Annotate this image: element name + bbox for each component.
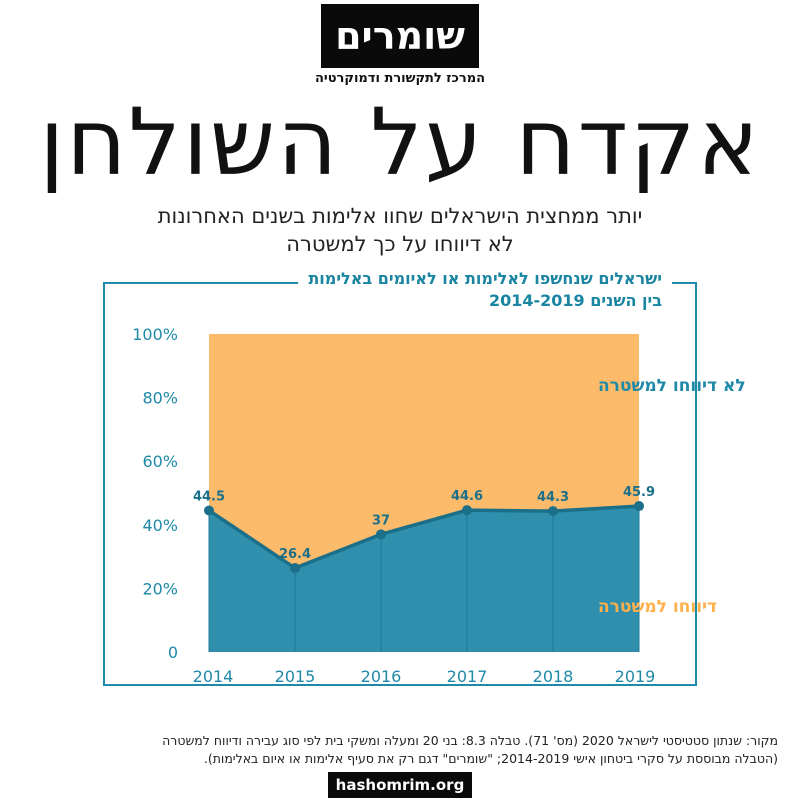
page-title: אקדח על השולחן xyxy=(39,89,761,196)
source-line-1: מקור: שנתון סטטיסטי לישראל 2020 (מס' 71)… xyxy=(162,733,778,748)
logo: שומרים xyxy=(321,4,479,68)
subtitle-line-1: יותר ממחצית הישראלים שחוו אלימות בשנים ה… xyxy=(157,204,643,228)
data-point xyxy=(204,505,214,516)
data-label: 37 xyxy=(372,513,390,528)
data-point xyxy=(634,501,644,512)
chart-title-line-1: ישראלים שנחשפו לאלימות או לאיומים באלימו… xyxy=(308,269,662,288)
y-tick-label: 60% xyxy=(142,452,178,471)
data-point xyxy=(462,505,472,516)
website-url: hashomrim.org xyxy=(328,772,472,798)
x-tick-label: 2018 xyxy=(533,667,574,686)
chart-title-line-2: בין השנים 2014-2019 xyxy=(488,291,662,310)
x-tick-label: 2019 xyxy=(615,667,656,686)
data-point xyxy=(376,529,386,540)
y-tick-label: 100% xyxy=(132,325,178,344)
page-subtitle: יותר ממחצית הישראלים שחוו אלימות בשנים ה… xyxy=(60,202,740,258)
data-label: 44.6 xyxy=(451,489,483,504)
chart-title: ישראלים שנחשפו לאלימות או לאיומים באלימו… xyxy=(298,268,672,312)
data-label: 26.4 xyxy=(279,547,311,562)
area-reported xyxy=(209,506,639,652)
y-tick-label: 20% xyxy=(142,579,178,598)
series-label-not-reported: לא דיווחו למשטרה xyxy=(598,376,746,396)
x-tick-label: 2017 xyxy=(447,667,488,686)
y-tick-label: 80% xyxy=(142,389,178,408)
data-label: 44.3 xyxy=(537,490,569,505)
x-tick-label: 2015 xyxy=(275,667,316,686)
subtitle-line-2: לא דיווחו על כך למשטרה xyxy=(286,232,514,256)
source-note: מקור: שנתון סטטיסטי לישראל 2020 (מס' 71)… xyxy=(40,732,778,768)
data-point xyxy=(548,506,558,517)
y-tick-label: 40% xyxy=(142,516,178,535)
data-point xyxy=(290,563,300,574)
x-tick-label: 2016 xyxy=(361,667,402,686)
logo-name: שומרים xyxy=(335,14,465,58)
source-line-2: (הטבלה מבוססת על סקרי ביטחון אישי 2014-2… xyxy=(203,751,778,766)
x-tick-label: 2014 xyxy=(193,667,234,686)
logo-tagline: המרכז לתקשורת ודמוקרטיה xyxy=(314,71,486,86)
series-line-reported xyxy=(208,504,640,571)
y-tick-label: 0 xyxy=(168,643,178,662)
data-label: 45.9 xyxy=(623,485,655,500)
data-label: 44.5 xyxy=(193,489,225,504)
series-label-reported: דיווחו למשטרה xyxy=(598,597,717,617)
